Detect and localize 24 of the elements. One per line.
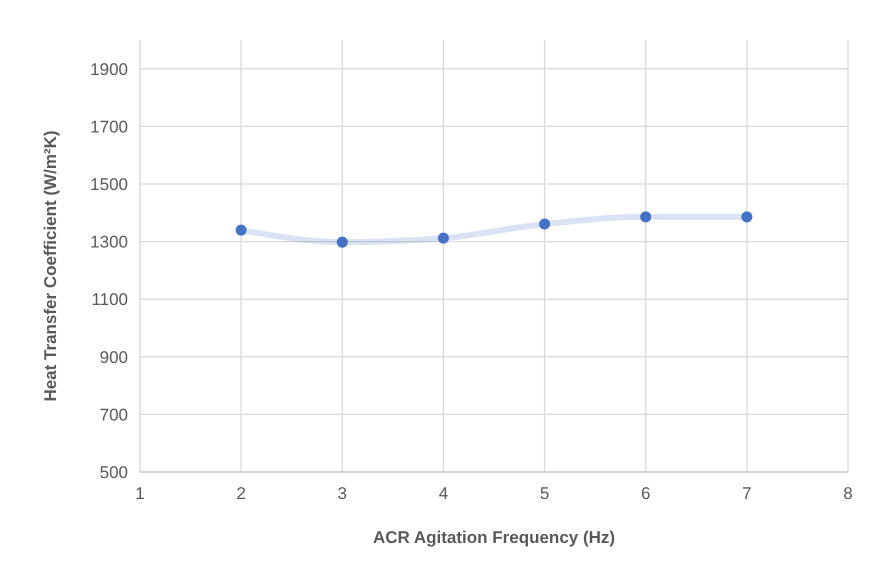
x-tick-label: 4 <box>438 484 448 503</box>
point <box>741 211 752 222</box>
y-tick-label: 700 <box>100 405 128 424</box>
x-tick-label: 3 <box>338 484 348 503</box>
x-axis-title: ACR Agitation Frequency (Hz) <box>372 528 616 547</box>
x-tick-label: 7 <box>742 484 752 503</box>
y-tick-label: 1900 <box>90 60 128 79</box>
x-tick-label: 1 <box>135 484 145 503</box>
x-tick-label: 6 <box>640 484 650 503</box>
y-tick-label: 1500 <box>90 174 128 194</box>
y-tick-label: 500 <box>100 462 128 482</box>
x-tick-label: 2 <box>236 484 246 503</box>
point <box>640 211 652 222</box>
y-tick-label: 900 <box>100 348 128 367</box>
point <box>336 236 348 248</box>
x-tick-label: 8 <box>843 484 853 503</box>
x-tick-label: 5 <box>540 484 550 503</box>
point <box>539 218 550 230</box>
point <box>438 232 449 244</box>
y-tick-label: 1100 <box>91 290 128 310</box>
y-tick-label: 1700 <box>90 117 128 136</box>
y-axis-title: Heat Transfer Coefficient (W/m²K) <box>41 130 60 402</box>
point <box>236 224 247 236</box>
y-tick-label: 1300 <box>90 232 128 252</box>
